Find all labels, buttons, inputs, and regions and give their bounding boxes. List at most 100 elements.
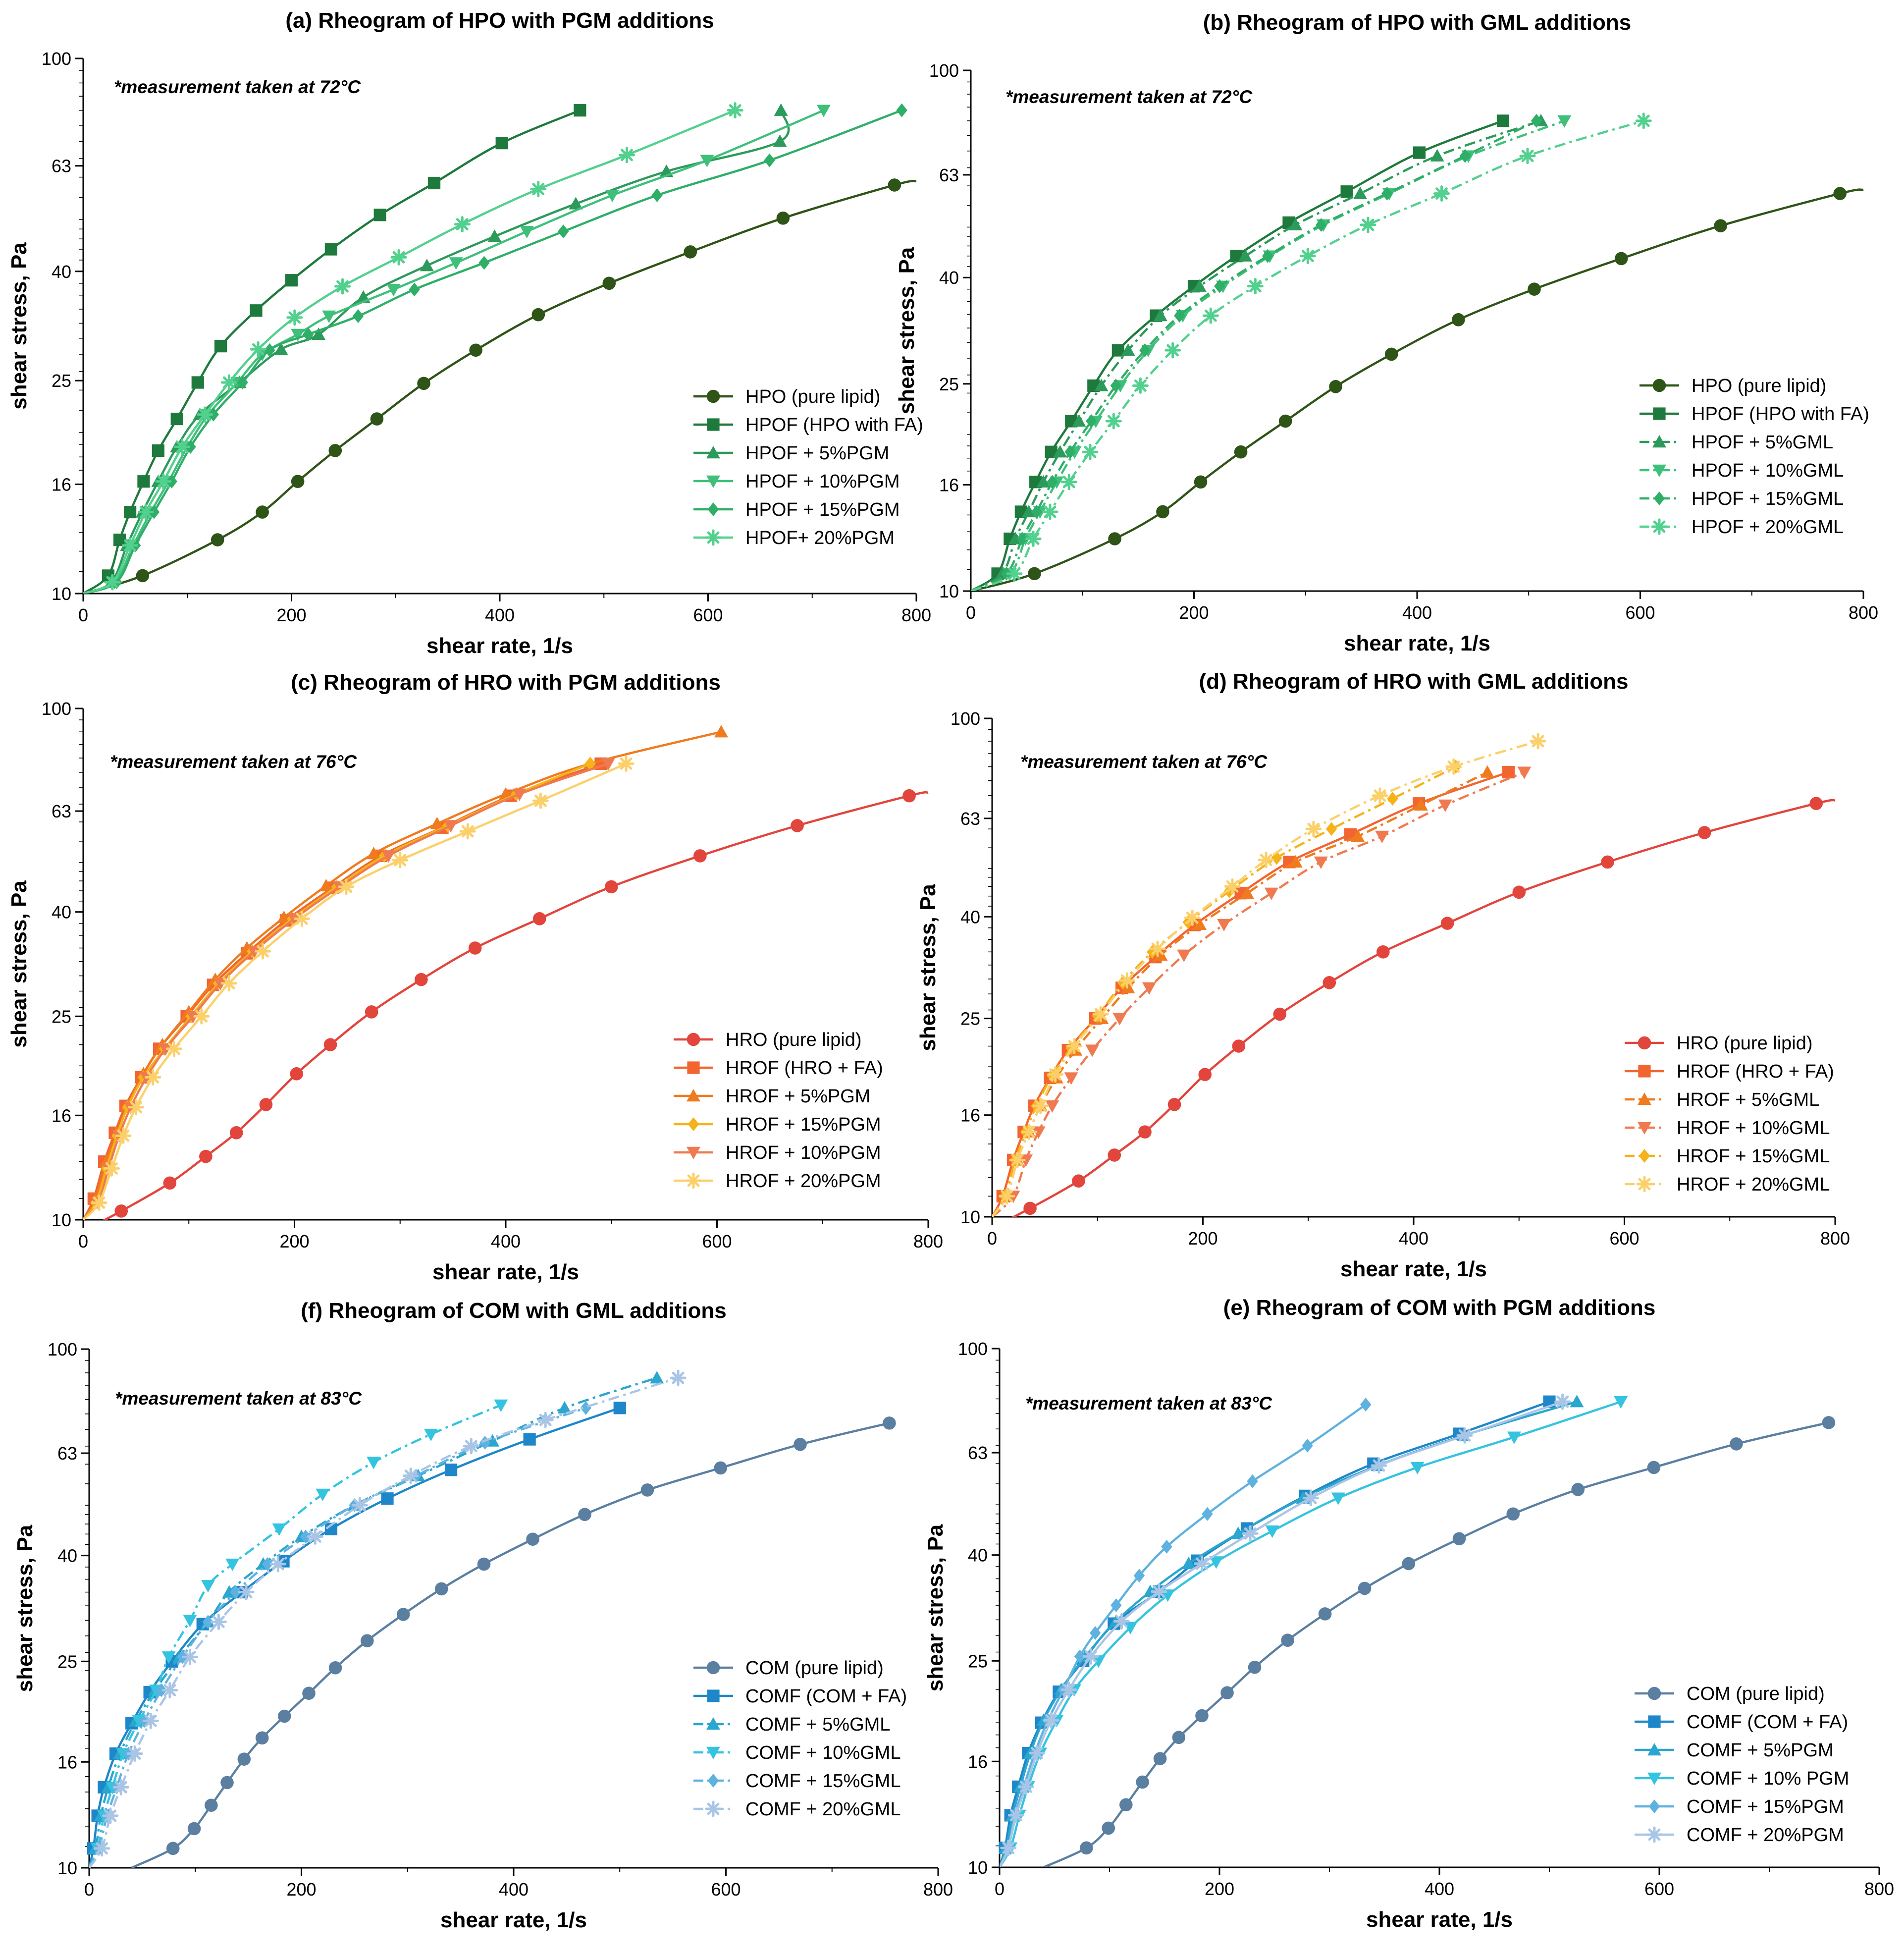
legend-label: HROF + 20%PGM xyxy=(726,1171,881,1192)
data-point xyxy=(1153,309,1167,322)
data-point xyxy=(361,1634,374,1647)
data-point xyxy=(670,1369,687,1386)
legend-item: COMF + 20%GML xyxy=(693,1799,901,1820)
series-line xyxy=(971,119,1541,591)
x-tick-label: 800 xyxy=(1820,1228,1850,1249)
series-4 xyxy=(83,103,907,594)
legend-label: HROF + 5%GML xyxy=(1677,1089,1819,1110)
data-point xyxy=(1496,114,1510,127)
data-point xyxy=(255,1731,269,1745)
data-point xyxy=(435,1582,448,1596)
data-point xyxy=(604,880,618,894)
data-point xyxy=(888,178,901,192)
x-tick-label: 200 xyxy=(1179,602,1209,623)
data-point xyxy=(1142,982,1156,995)
y-tick-label: 63 xyxy=(57,1443,77,1464)
data-point xyxy=(584,757,596,771)
data-point xyxy=(220,975,237,992)
data-point xyxy=(1193,1555,1210,1572)
y-tick-label: 10 xyxy=(52,584,71,604)
data-point xyxy=(367,1457,381,1469)
data-point xyxy=(1372,787,1388,804)
data-point xyxy=(605,189,620,203)
data-point xyxy=(166,1842,180,1855)
series-line xyxy=(971,188,1864,591)
series-0 xyxy=(131,1416,896,1868)
x-tick-label: 0 xyxy=(995,1879,1005,1899)
legend-label: COMF + 5%PGM xyxy=(1687,1740,1834,1761)
y-tick-label: 10 xyxy=(939,581,959,601)
data-point xyxy=(650,1371,664,1384)
data-point xyxy=(1387,792,1398,806)
data-point xyxy=(1325,822,1337,836)
data-point xyxy=(156,1683,167,1697)
data-point xyxy=(532,792,549,809)
y-axis-label: shear stress, Pa xyxy=(13,1524,37,1692)
legend-item: HPO (pure lipid) xyxy=(1640,376,1826,396)
x-tick-label: 400 xyxy=(1425,1879,1454,1899)
series-4 xyxy=(1000,1397,1372,1867)
data-point xyxy=(323,1038,337,1051)
data-point xyxy=(1433,185,1450,202)
data-point xyxy=(1156,505,1169,519)
data-point xyxy=(274,342,288,355)
data-point xyxy=(300,1529,312,1544)
data-point xyxy=(291,328,305,341)
legend-item: COMF + 5%PGM xyxy=(1635,1740,1834,1761)
data-point xyxy=(1452,1532,1466,1546)
legend-label: COMF + 15%PGM xyxy=(1687,1796,1844,1817)
series-3 xyxy=(83,757,596,1220)
data-point xyxy=(302,1686,316,1700)
data-point xyxy=(277,1709,291,1723)
x-tick-label: 400 xyxy=(499,1879,529,1900)
data-point xyxy=(602,276,616,290)
data-point xyxy=(1302,1490,1319,1507)
data-point xyxy=(338,878,355,895)
legend: HPO (pure lipid) HPOF (HPO with FA) HPOF +… xyxy=(693,386,923,548)
legend-label: COMF + 20%GML xyxy=(745,1799,901,1820)
legend-marker xyxy=(1653,491,1665,505)
legend-label: HPOF + 5%GML xyxy=(1692,432,1833,453)
data-point xyxy=(1240,886,1254,899)
data-point xyxy=(262,1557,273,1572)
data-point xyxy=(1082,443,1099,460)
series-4 xyxy=(89,1401,591,1868)
data-point xyxy=(883,1416,896,1430)
data-point xyxy=(478,256,490,270)
data-point xyxy=(1119,1798,1133,1812)
data-point xyxy=(1042,503,1058,520)
series-5 xyxy=(83,102,743,594)
x-tick-label: 600 xyxy=(1625,602,1655,623)
series-0 xyxy=(83,178,917,594)
legend-item: COMF + 10% PGM xyxy=(1635,1768,1849,1789)
data-point xyxy=(91,1195,107,1211)
legend-label: HROF + 20%GML xyxy=(1677,1174,1830,1195)
legend-label: HROF (HRO + FA) xyxy=(726,1058,883,1079)
legend-marker xyxy=(1638,1122,1651,1135)
data-point xyxy=(700,155,714,167)
y-tick-label: 40 xyxy=(52,902,71,923)
data-point xyxy=(114,1204,128,1218)
legend-marker xyxy=(705,1800,722,1817)
data-point xyxy=(286,309,303,326)
data-point xyxy=(463,1438,479,1455)
x-tick-label: 200 xyxy=(1188,1228,1217,1249)
data-point xyxy=(183,1615,197,1628)
series-0 xyxy=(1043,1416,1836,1867)
data-point xyxy=(142,1712,159,1729)
data-point xyxy=(1278,414,1292,428)
data-point xyxy=(185,439,196,454)
data-point xyxy=(328,444,342,457)
legend-marker xyxy=(1638,1036,1651,1050)
data-point xyxy=(557,1401,572,1414)
data-point xyxy=(1430,149,1444,162)
data-point xyxy=(1184,910,1201,926)
y-axis-label: shear stress, Pa xyxy=(923,1524,948,1691)
data-point xyxy=(1113,1613,1130,1630)
series-0 xyxy=(103,789,929,1220)
y-tick-label: 63 xyxy=(52,156,71,176)
series-line xyxy=(131,1422,890,1868)
x-tick-label: 400 xyxy=(1402,602,1432,623)
data-point xyxy=(1153,1752,1167,1765)
y-tick-label: 100 xyxy=(958,1339,988,1359)
